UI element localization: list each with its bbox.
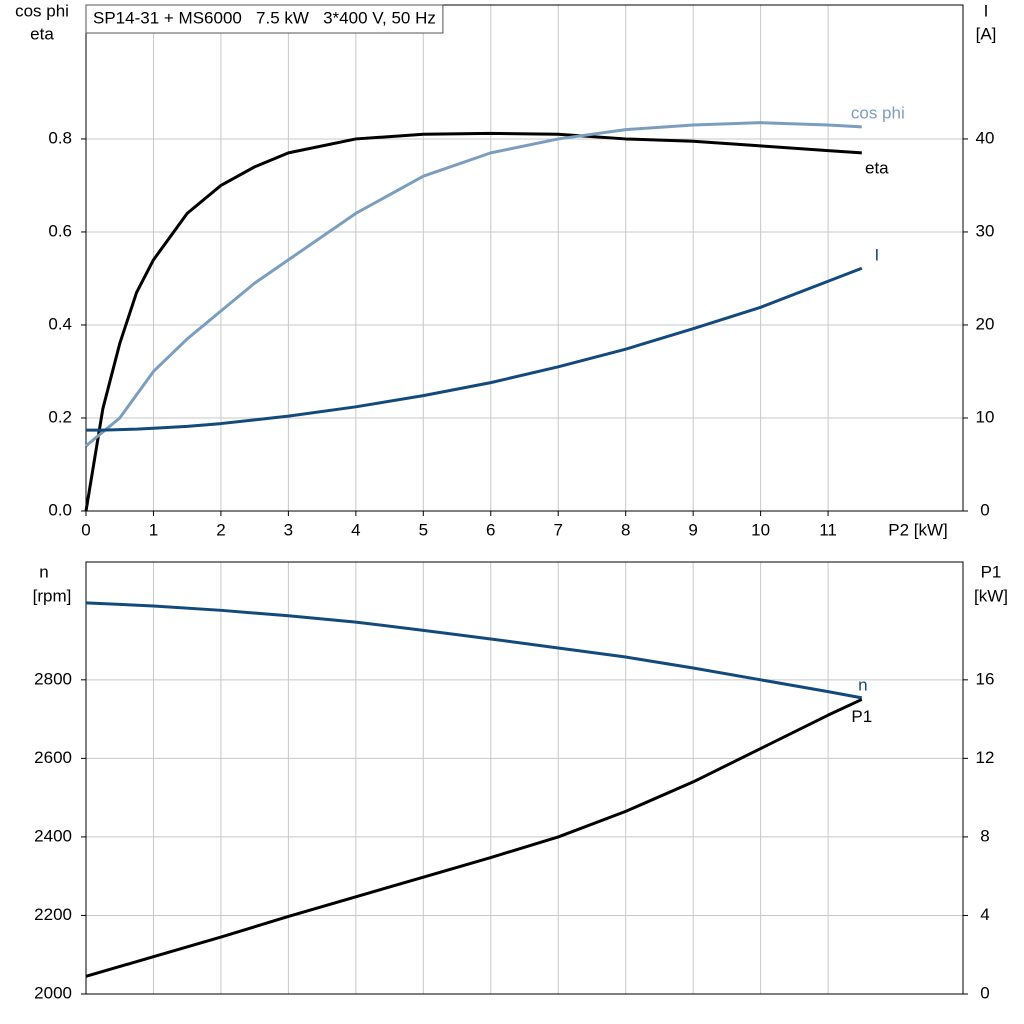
y-axis-label: n (39, 562, 48, 581)
y-tick-label: 0.8 (48, 128, 72, 147)
series-line (86, 266, 863, 432)
y2-tick-label: 20 (976, 314, 995, 333)
series-line (85, 698, 863, 978)
y2-tick-label: 12 (976, 748, 995, 767)
x-tick-label: 0 (81, 520, 90, 539)
y2-axis-label: [kW] (974, 586, 1008, 605)
y-tick-label: 2400 (34, 826, 72, 845)
series-label: n (858, 675, 867, 694)
y-axis-label: [rpm] (33, 586, 72, 605)
y-tick-label: 0.6 (48, 221, 72, 240)
y-tick-label: 0.0 (48, 500, 72, 519)
x-tick-label: 11 (819, 520, 837, 539)
y2-axis-label: [A] (976, 24, 997, 43)
x-tick-label: 6 (486, 520, 495, 539)
x-tick-label: 7 (553, 520, 562, 539)
chart-title: SP14-31 + MS6000 7.5 kW 3*400 V, 50 Hz (93, 8, 436, 27)
y-tick-label: 2200 (34, 905, 72, 924)
series-label: cos phi (851, 103, 905, 122)
plot-frame (85, 561, 964, 995)
y-axis-label: eta (30, 24, 54, 43)
y-tick-label: 2600 (34, 748, 72, 767)
y-tick-label: 0.4 (48, 314, 72, 333)
y2-tick-label: 8 (980, 826, 989, 845)
x-tick-label: 2 (216, 520, 225, 539)
x-tick-label: 9 (688, 520, 697, 539)
x-axis-label: P2 [kW] (888, 520, 948, 539)
title-box (85, 4, 444, 34)
plot-frame (85, 4, 964, 512)
x-tick-label: 10 (751, 520, 770, 539)
y-tick-label: 2800 (34, 669, 72, 688)
y2-axis-label: P1 (981, 562, 1002, 581)
x-tick-label: 5 (419, 520, 428, 539)
series-line (85, 121, 862, 448)
y2-tick-label: 30 (976, 221, 995, 240)
y-axis-label: cos phi (15, 1, 69, 20)
y-tick-label: 0.2 (48, 407, 72, 426)
series-line (85, 601, 863, 700)
y2-tick-label: 4 (980, 905, 989, 924)
x-tick-label: 8 (621, 520, 630, 539)
x-tick-label: 3 (284, 520, 293, 539)
series-label: eta (865, 158, 889, 177)
y2-tick-label: 10 (976, 407, 995, 426)
y2-axis-label: I (984, 1, 989, 20)
series-label: I (874, 246, 879, 265)
y2-tick-label: 0 (980, 983, 989, 1002)
y2-tick-label: 16 (976, 669, 995, 688)
series-line (84, 131, 862, 512)
y2-tick-label: 40 (976, 128, 995, 147)
series-label: P1 (851, 707, 872, 726)
y2-tick-label: 0 (980, 500, 989, 519)
y-tick-label: 2000 (34, 983, 72, 1002)
x-tick-label: 1 (149, 520, 158, 539)
x-tick-label: 4 (351, 520, 360, 539)
